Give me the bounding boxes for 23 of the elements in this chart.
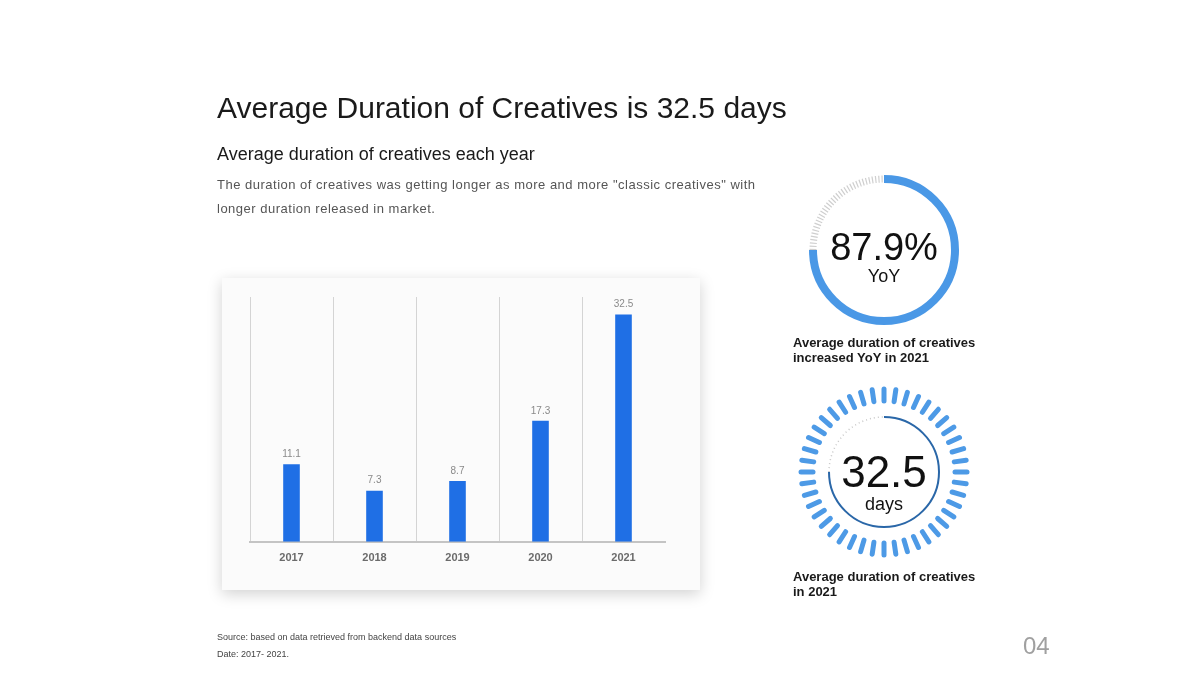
text: Average duration of creatives increased YoY in 2021 — [793, 335, 977, 365]
bar — [532, 420, 549, 542]
data-label: 7.3 — [367, 474, 382, 486]
x-tick-label: 2018 — [362, 551, 387, 564]
bar — [283, 464, 300, 542]
bar — [366, 490, 383, 542]
bar — [449, 480, 466, 542]
text: Date: 2017- 2021. — [217, 648, 290, 661]
data-label: 11.1 — [282, 447, 302, 459]
chart-title: Average Duration of Creatives is 32.5 days — [217, 90, 787, 126]
x-tick-label: 2020 — [528, 551, 553, 564]
text: The duration of creatives was getting longer as more and more "classic creatives" with longer duration released in market. — [217, 176, 757, 218]
source-note: Source: based on data retrieved from backend data sources — [217, 631, 457, 644]
x-tick-label: 2019 — [445, 551, 470, 564]
bar — [615, 314, 632, 542]
data-label: 8.7 — [450, 464, 465, 476]
data-label: 32.5 — [613, 298, 634, 310]
chart-subtitle: Average duration of creatives each year — [217, 143, 535, 165]
data-label: 17.3 — [530, 404, 551, 416]
text: Average duration of creatives in 2021 — [793, 569, 977, 599]
text: 04 — [1023, 632, 1050, 660]
x-tick-label: 2017 — [279, 551, 304, 564]
x-tick-label: 2021 — [611, 551, 636, 564]
